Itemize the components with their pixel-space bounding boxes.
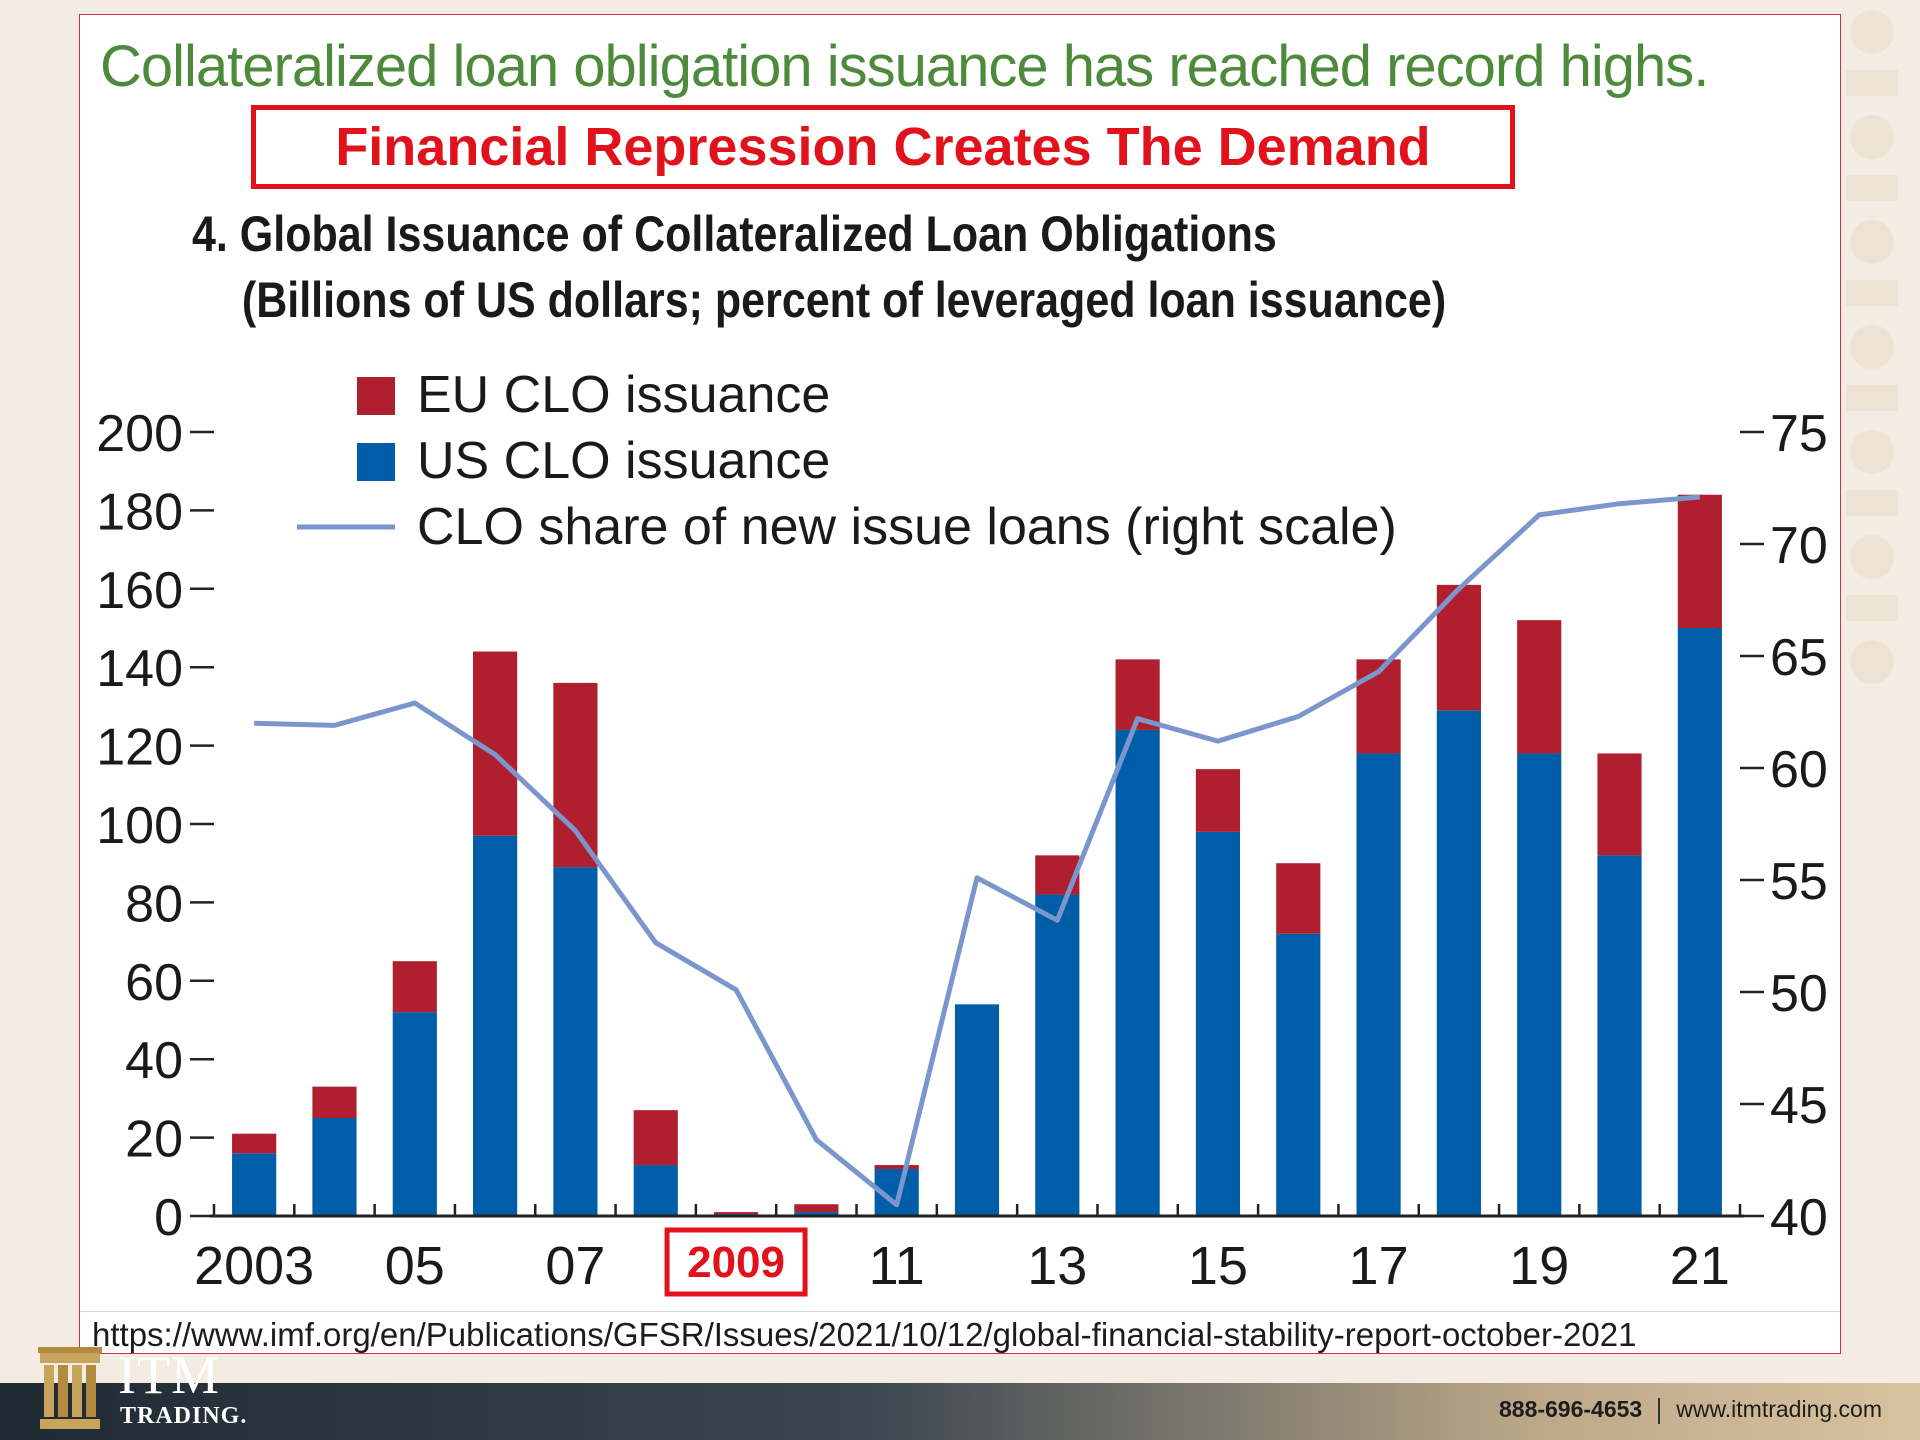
slide-headline: Collateralized loan obligation issuance … <box>100 34 1709 99</box>
bar-us-2017 <box>1356 753 1401 1216</box>
contact-info: 888-696-4653 www.itmtrading.com <box>1499 1396 1882 1424</box>
y-left-tick-label: 60 <box>125 954 183 1012</box>
x-tick-label: 17 <box>1349 1236 1409 1296</box>
x-tick-label: 2003 <box>194 1236 314 1296</box>
bar-eu-2005 <box>392 961 437 1013</box>
phone-number: 888-696-4653 <box>1498 1396 1643 1422</box>
bar-eu-2009 <box>713 1212 759 1215</box>
legend-label-eu: EU CLO issuance <box>417 366 830 424</box>
bar-eu-2020 <box>1597 753 1642 856</box>
y-right-tick-label: 55 <box>1770 853 1828 911</box>
bar-us-2013 <box>1035 894 1080 1216</box>
bar-eu-2021 <box>1677 494 1722 628</box>
bar-eu-2007 <box>553 682 598 868</box>
bar-us-2007 <box>553 867 598 1216</box>
website-link[interactable]: www.itmtrading.com <box>1676 1396 1882 1422</box>
legend-swatch-us <box>357 443 395 481</box>
bar-us-2018 <box>1436 710 1481 1216</box>
logo-sub: TRADING. <box>120 1403 248 1429</box>
bar-us-2010 <box>794 1212 839 1216</box>
bar-us-2005 <box>392 1012 437 1216</box>
y-left-tick-label: 80 <box>125 875 183 933</box>
logo-name: ITM <box>118 1345 220 1405</box>
x-tick-label: 05 <box>385 1236 445 1296</box>
bar-eu-2004 <box>312 1086 357 1118</box>
bar-us-2019 <box>1517 753 1562 1216</box>
bar-eu-2008 <box>633 1110 678 1166</box>
y-left-tick-label: 100 <box>96 797 183 855</box>
legend-label-us: US CLO issuance <box>417 432 830 490</box>
x-tick-label: 13 <box>1027 1236 1087 1296</box>
slide-panel: Collateralized loan obligation issuance … <box>79 14 1841 1354</box>
chart-title: 4. Global Issuance of Collateralized Loa… <box>192 201 1446 333</box>
bar-us-2004 <box>312 1118 357 1216</box>
legend-label-line: CLO share of new issue loans (right scal… <box>417 498 1397 556</box>
contact-divider <box>1658 1397 1661 1424</box>
background-decoration <box>1810 0 1920 760</box>
x-tick-label: 07 <box>545 1236 605 1296</box>
x-tick-label-highlight: 2009 <box>687 1238 785 1287</box>
bar-us-2015 <box>1195 831 1241 1216</box>
bar-us-2016 <box>1276 933 1321 1216</box>
x-tick-label: 19 <box>1509 1236 1569 1296</box>
bar-eu-2017 <box>1356 659 1401 754</box>
bar-us-2006 <box>473 835 518 1216</box>
pillar-logo-icon <box>38 1347 102 1429</box>
y-left-tick-label: 140 <box>96 640 183 698</box>
y-left-tick-label: 40 <box>125 1032 183 1090</box>
bar-eu-2011 <box>874 1165 919 1169</box>
bar-us-2014 <box>1115 729 1160 1216</box>
y-left-tick-label: 120 <box>96 719 183 777</box>
bar-us-2021 <box>1677 628 1722 1216</box>
y-right-tick-label: 60 <box>1770 741 1828 799</box>
bar-us-2020 <box>1597 855 1642 1216</box>
y-left-tick-label: 200 <box>96 405 183 463</box>
banner-box: Financial Repression Creates The Demand <box>251 105 1515 189</box>
x-tick-label: 11 <box>869 1236 925 1296</box>
source-bar: https://www.imf.org/en/Publications/GFSR… <box>80 1311 1840 1354</box>
chart-title-line1: 4. Global Issuance of Collateralized Loa… <box>192 206 1277 262</box>
y-right-tick-label: 50 <box>1770 965 1828 1023</box>
bar-eu-2015 <box>1195 769 1241 832</box>
y-right-tick-label: 45 <box>1770 1077 1828 1135</box>
bar-eu-2003 <box>232 1133 277 1154</box>
banner-text: Financial Repression Creates The Demand <box>335 117 1431 177</box>
y-left-tick-label: 20 <box>125 1111 183 1169</box>
legend-swatch-eu <box>357 377 395 415</box>
y-right-tick-label: 65 <box>1770 629 1828 687</box>
y-left-tick-label: 160 <box>96 562 183 620</box>
x-tick-label: 15 <box>1188 1236 1248 1296</box>
x-tick-label: 21 <box>1670 1236 1730 1296</box>
footer-bar <box>0 1383 1920 1440</box>
y-right-tick-label: 70 <box>1770 517 1828 575</box>
highlight-box-2009 <box>664 1227 808 1297</box>
source-url: https://www.imf.org/en/Publications/GFSR… <box>92 1316 1637 1353</box>
clo-share-line <box>254 494 1701 1208</box>
y-left-tick-label: 0 <box>154 1189 183 1247</box>
bar-eu-2019 <box>1517 620 1562 754</box>
bar-us-2003 <box>232 1153 277 1216</box>
clo-chart: 2003 05 07 2009 11 13 15 17 19 21 0 20 40 60 80 100 120 1… <box>96 366 1828 1297</box>
y-left-tick-label: 180 <box>96 483 183 541</box>
chart-subtitle: (Billions of US dollars; percent of leve… <box>241 272 1447 328</box>
bar-eu-2016 <box>1276 863 1321 934</box>
y-right-tick-label: 75 <box>1770 405 1828 463</box>
bar-eu-2010 <box>794 1204 839 1213</box>
itm-logo: ITM TRADING. <box>38 1345 268 1437</box>
y-right-tick-label: 40 <box>1770 1189 1828 1247</box>
bar-us-2012 <box>954 1004 1000 1216</box>
bar-us-2008 <box>633 1165 678 1216</box>
